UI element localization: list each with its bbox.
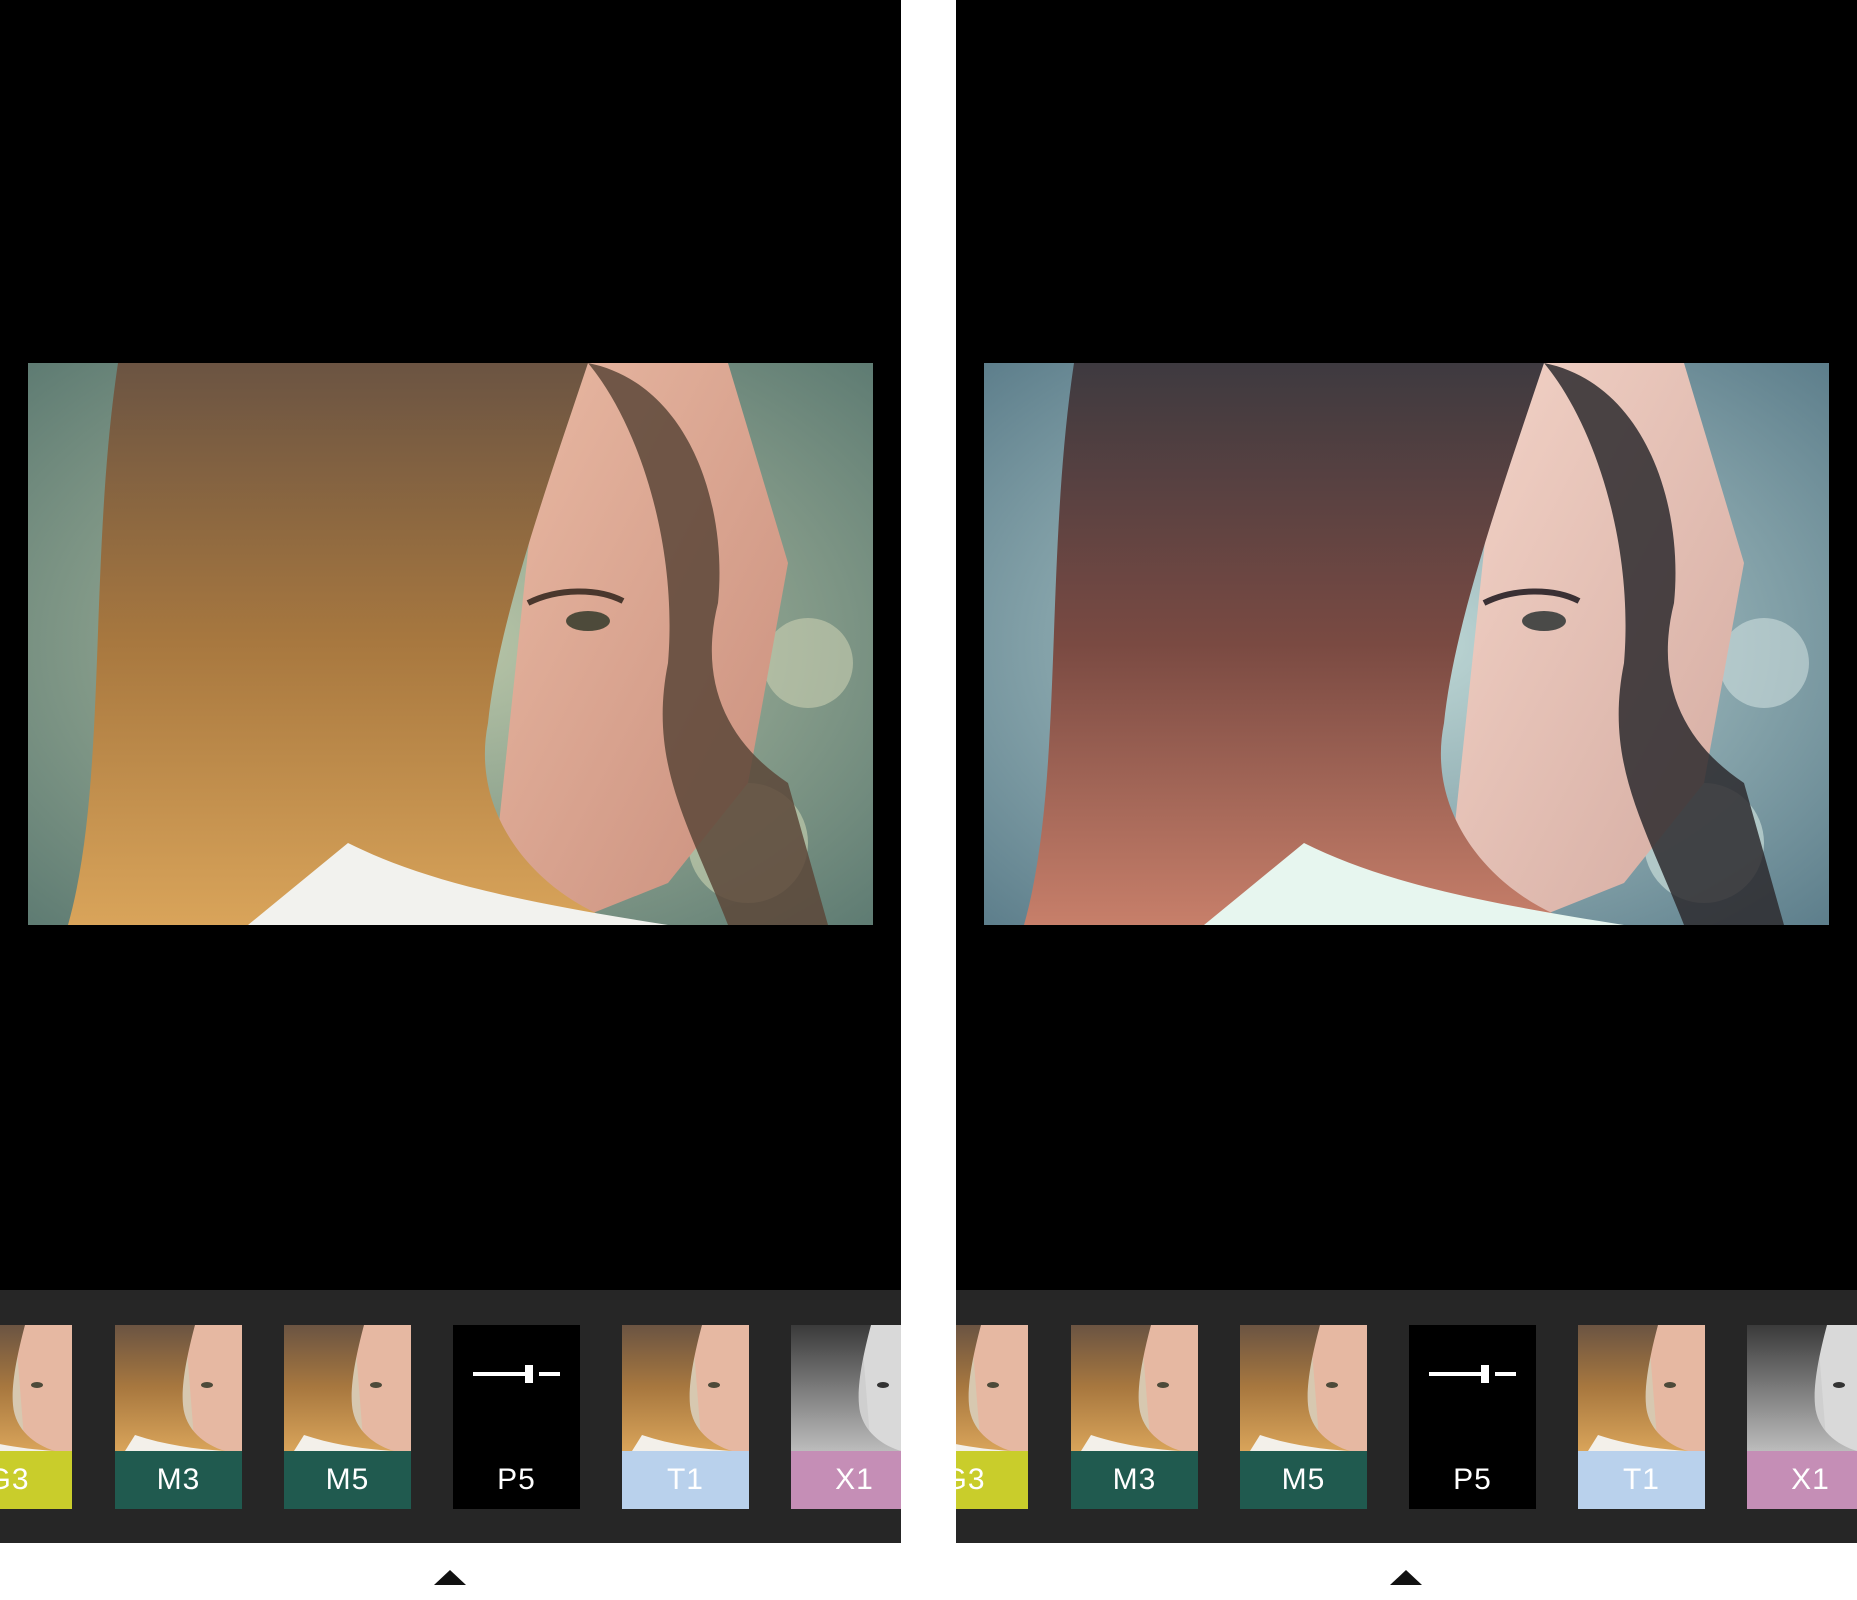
filter-label: G3 <box>0 1451 72 1509</box>
filter-thumb-image <box>956 1325 1028 1451</box>
triangle-up-icon[interactable] <box>434 1570 466 1585</box>
filter-thumb-p5-selected[interactable]: P5 <box>1409 1325 1536 1509</box>
filter-thumb-t1[interactable]: T1 <box>622 1325 749 1509</box>
filter-thumb-image <box>1071 1325 1198 1451</box>
filter-label: X1 <box>1747 1451 1857 1509</box>
filter-thumb-x1[interactable]: X1 <box>1747 1325 1857 1509</box>
triangle-up-icon[interactable] <box>1390 1570 1422 1585</box>
panel-filtered: G3 M3 M5 P5 T1 X1 <box>956 0 1857 1600</box>
filter-thumb-t1[interactable]: T1 <box>1578 1325 1705 1509</box>
filter-label: P5 <box>1409 1451 1536 1509</box>
panel-original: G3 M3 M5 P5 T1 X1 <box>0 0 901 1600</box>
photo-preview <box>984 363 1829 925</box>
filter-thumb-m3[interactable]: M3 <box>1071 1325 1198 1509</box>
filter-thumb-image <box>791 1325 901 1451</box>
filter-label: M3 <box>1071 1451 1198 1509</box>
slider-adjust-icon <box>1429 1363 1516 1385</box>
filter-thumb-image <box>284 1325 411 1451</box>
filter-label: T1 <box>1578 1451 1705 1509</box>
filter-thumb-g3[interactable]: G3 <box>0 1325 72 1509</box>
filter-tray[interactable]: G3 M3 M5 P5 T1 X1 <box>956 1290 1857 1543</box>
filter-thumb-x1[interactable]: X1 <box>791 1325 901 1509</box>
filter-thumb-image <box>1747 1325 1857 1451</box>
filter-thumb-image <box>1578 1325 1705 1451</box>
filter-label: M3 <box>115 1451 242 1509</box>
filter-thumb-image <box>115 1325 242 1451</box>
filter-tray[interactable]: G3 M3 M5 P5 T1 X1 <box>0 1290 901 1543</box>
filter-thumb-g3[interactable]: G3 <box>956 1325 1028 1509</box>
filter-thumb-m5[interactable]: M5 <box>284 1325 411 1509</box>
filter-thumb-image <box>0 1325 72 1451</box>
photo-viewport <box>0 0 901 1290</box>
filter-thumb-m5[interactable]: M5 <box>1240 1325 1367 1509</box>
filter-thumb-image <box>1240 1325 1367 1451</box>
slider-adjust-icon <box>473 1363 560 1385</box>
filter-thumb-m3[interactable]: M3 <box>115 1325 242 1509</box>
filter-thumb-image <box>622 1325 749 1451</box>
photo-viewport <box>956 0 1857 1290</box>
filter-label: M5 <box>284 1451 411 1509</box>
filter-label: X1 <box>791 1451 901 1509</box>
filter-label: M5 <box>1240 1451 1367 1509</box>
filter-thumb-p5-selected[interactable]: P5 <box>453 1325 580 1509</box>
filter-label: G3 <box>956 1451 1028 1509</box>
filter-label: T1 <box>622 1451 749 1509</box>
filter-label: P5 <box>453 1451 580 1509</box>
photo-preview <box>28 363 873 925</box>
